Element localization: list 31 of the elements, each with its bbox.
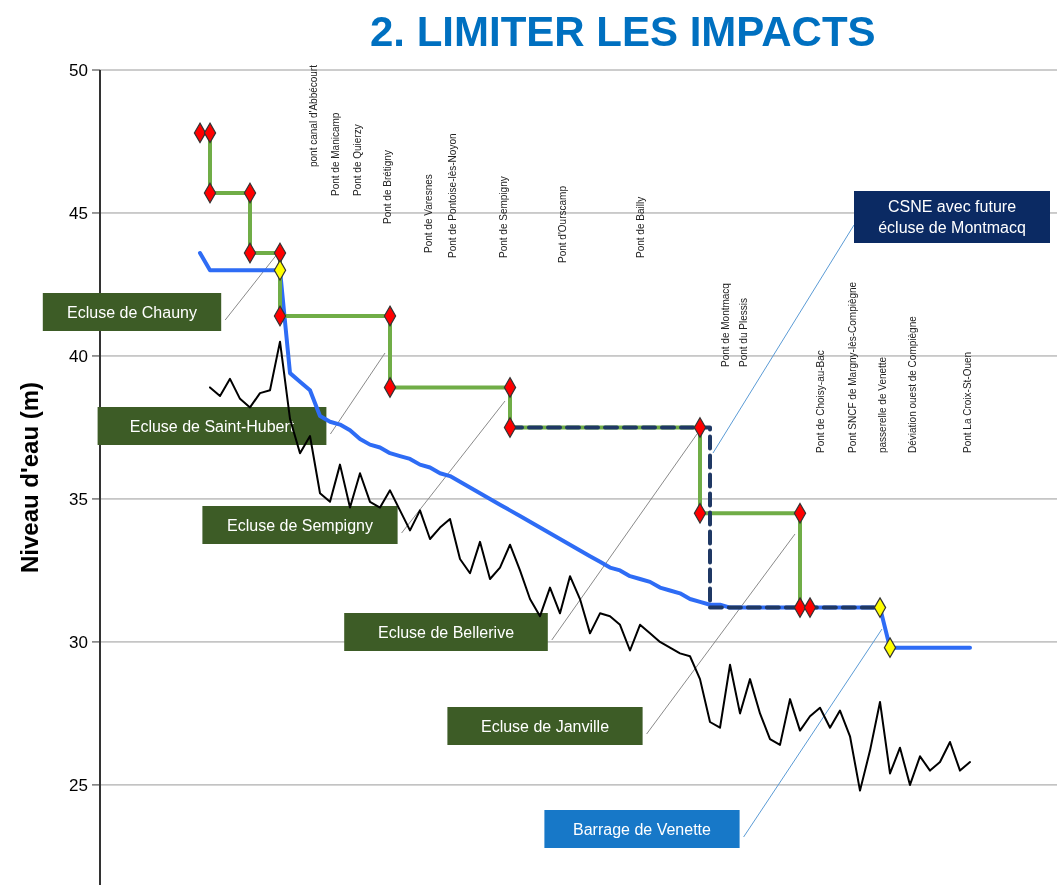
annotation: Pont SNCF de Margny-lès-Compiègne — [847, 281, 858, 453]
annotation: Ecluse de Chauny — [67, 303, 197, 321]
y-tick-label: 50 — [69, 60, 88, 80]
chart-title: 2. LIMITER LES IMPACTS — [370, 8, 876, 55]
annotation: Pont de Brétigny — [382, 150, 393, 224]
annotation: Pont de Choisy-au-Bac — [815, 350, 826, 453]
annotation: Pont de Sempigny — [498, 176, 509, 258]
y-tick-label: 45 — [69, 203, 88, 223]
annotation: Barrage de Venette — [573, 820, 712, 838]
annotation: Pont de Quierzy — [352, 124, 363, 196]
annotation: Pont du Plessis — [738, 298, 749, 367]
annotation: Pont de Montmacq — [720, 283, 731, 367]
annotation: CSNE avec future écluse de Montmacq — [878, 198, 1026, 237]
y-axis-title: Niveau d'eau (m) — [16, 381, 43, 574]
y-tick-label: 35 — [69, 489, 88, 509]
annotation: Déviation ouest de Compiègne — [907, 315, 918, 453]
annotation: passerelle de Venette — [877, 356, 888, 453]
annotation: pont canal d'Abbécourt — [308, 64, 319, 167]
annotation: Ecluse de Bellerive — [377, 623, 515, 641]
annotation: Pont de Varesnes — [423, 174, 434, 253]
annotation: Pont de Pontoise-lès-Noyon — [447, 133, 458, 258]
y-tick-label: 30 — [69, 632, 88, 652]
annotation: Pont d'Ourscamp — [557, 185, 568, 263]
annotation: Pont de Manicamp — [330, 112, 341, 196]
y-tick-label: 40 — [69, 346, 88, 366]
annotation: Pont La Croix-St-Ouen — [962, 351, 973, 453]
annotation: Pont de Bailly — [635, 196, 646, 258]
annotation: Ecluse de Janville — [480, 717, 610, 735]
annotation: Ecluse de Saint-Hubert — [129, 417, 295, 435]
y-tick-label: 25 — [69, 775, 88, 795]
annotation: Ecluse de Sempigny — [227, 516, 373, 534]
